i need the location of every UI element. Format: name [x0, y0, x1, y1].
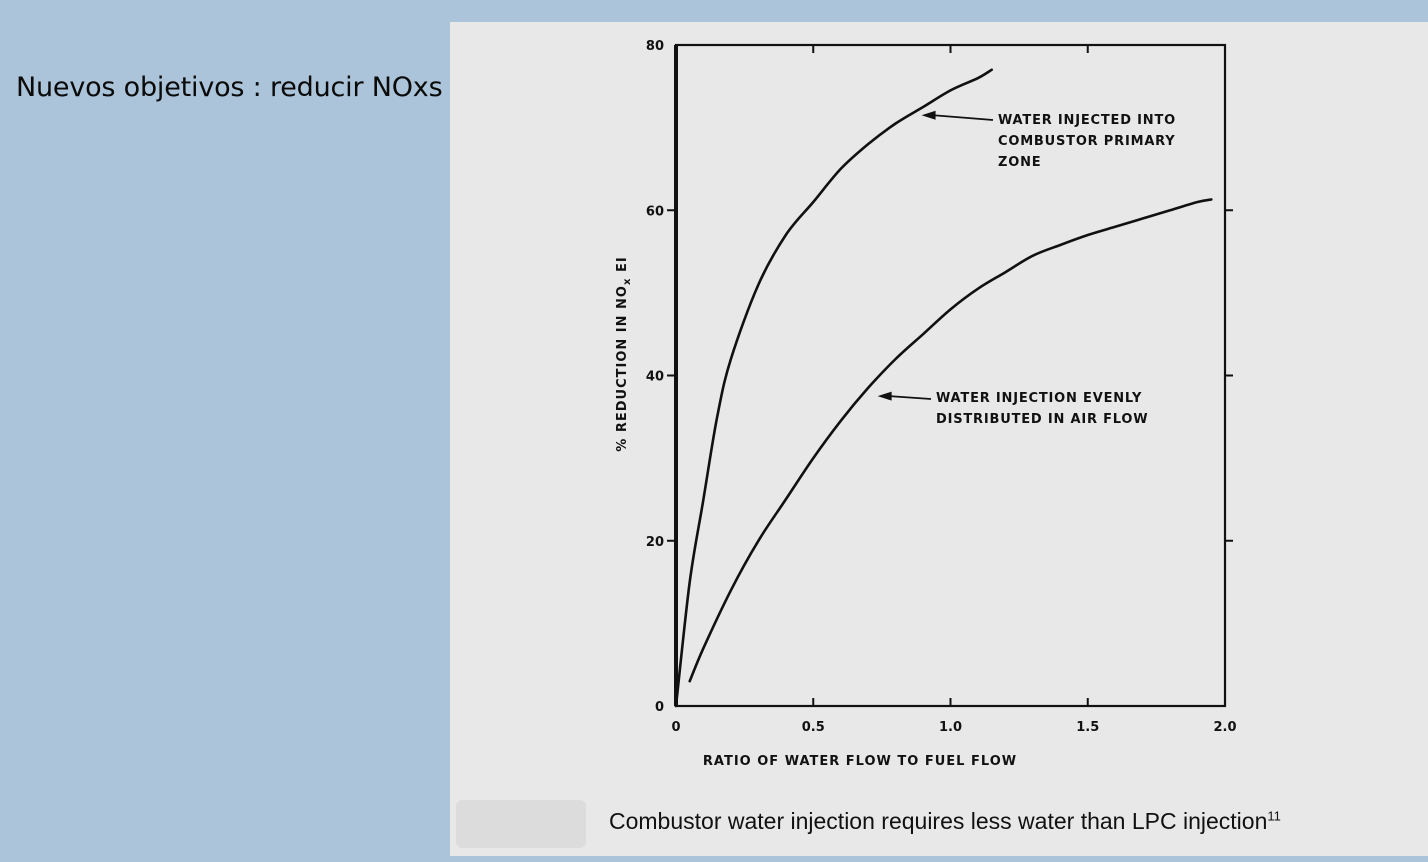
- y-tick-label: 80: [646, 39, 664, 54]
- y-tick-label: 40: [646, 370, 664, 385]
- y-tick-label: 20: [646, 535, 664, 550]
- x-tick-label: 0: [671, 720, 680, 735]
- annotation-text: DISTRIBUTED IN AIR FLOW: [936, 412, 1148, 427]
- scan-smudge: [456, 800, 586, 848]
- annotation-text: WATER INJECTED INTO: [998, 113, 1176, 128]
- x-axis-label: RATIO OF WATER FLOW TO FUEL FLOW: [703, 754, 1017, 769]
- line-chart: 0 0.5 1.0 1.5 2.0 0 20 40 60 80 WATER INJECTED IN…: [615, 39, 1237, 769]
- annotation-text: ZONE: [998, 155, 1041, 170]
- y-axis-label-subscript: x: [622, 278, 633, 285]
- annotation-text: COMBUSTOR PRIMARY: [998, 134, 1176, 149]
- annotations-layer: WATER INJECTED INTO COMBUSTOR PRIMARY ZONE…: [877, 110, 1176, 427]
- y-axis-label-suffix: EI: [615, 256, 630, 277]
- y-tick-label: 60: [646, 204, 664, 219]
- figure-panel: 0 0.5 1.0 1.5 2.0 0 20 40 60 80 WATER INJECTED IN…: [450, 22, 1428, 856]
- series-line-2: [688, 198, 1213, 683]
- series-layer: [674, 68, 1213, 708]
- x-tick-label: 2.0: [1213, 720, 1236, 735]
- annotation-arrow-line: [889, 395, 932, 400]
- slide-title: Nuevos objetivos : reducir NOxs: [16, 72, 443, 103]
- x-tick-label: 1.5: [1076, 720, 1099, 735]
- y-tick-label: 0: [655, 700, 664, 715]
- figure-caption: Combustor water injection requires less …: [609, 808, 1281, 835]
- annotation-arrowhead: [877, 391, 892, 401]
- y-axis-label-main: % REDUCTION IN NO: [615, 285, 630, 452]
- caption-text: Combustor water injection requires less …: [609, 808, 1268, 834]
- x-tick-label: 0.5: [802, 720, 825, 735]
- annotation-text: WATER INJECTION EVENLY: [936, 391, 1142, 406]
- caption-reference: 11: [1267, 808, 1281, 824]
- ticks-layer: 0 0.5 1.0 1.5 2.0 0 20 40 60 80: [646, 39, 1237, 735]
- series-line-1: [674, 68, 993, 708]
- y-axis-label: % REDUCTION IN NOx EI: [615, 256, 633, 451]
- annotation-arrowhead: [921, 110, 936, 120]
- x-tick-label: 1.0: [939, 720, 962, 735]
- annotation-arrow-line: [933, 114, 994, 121]
